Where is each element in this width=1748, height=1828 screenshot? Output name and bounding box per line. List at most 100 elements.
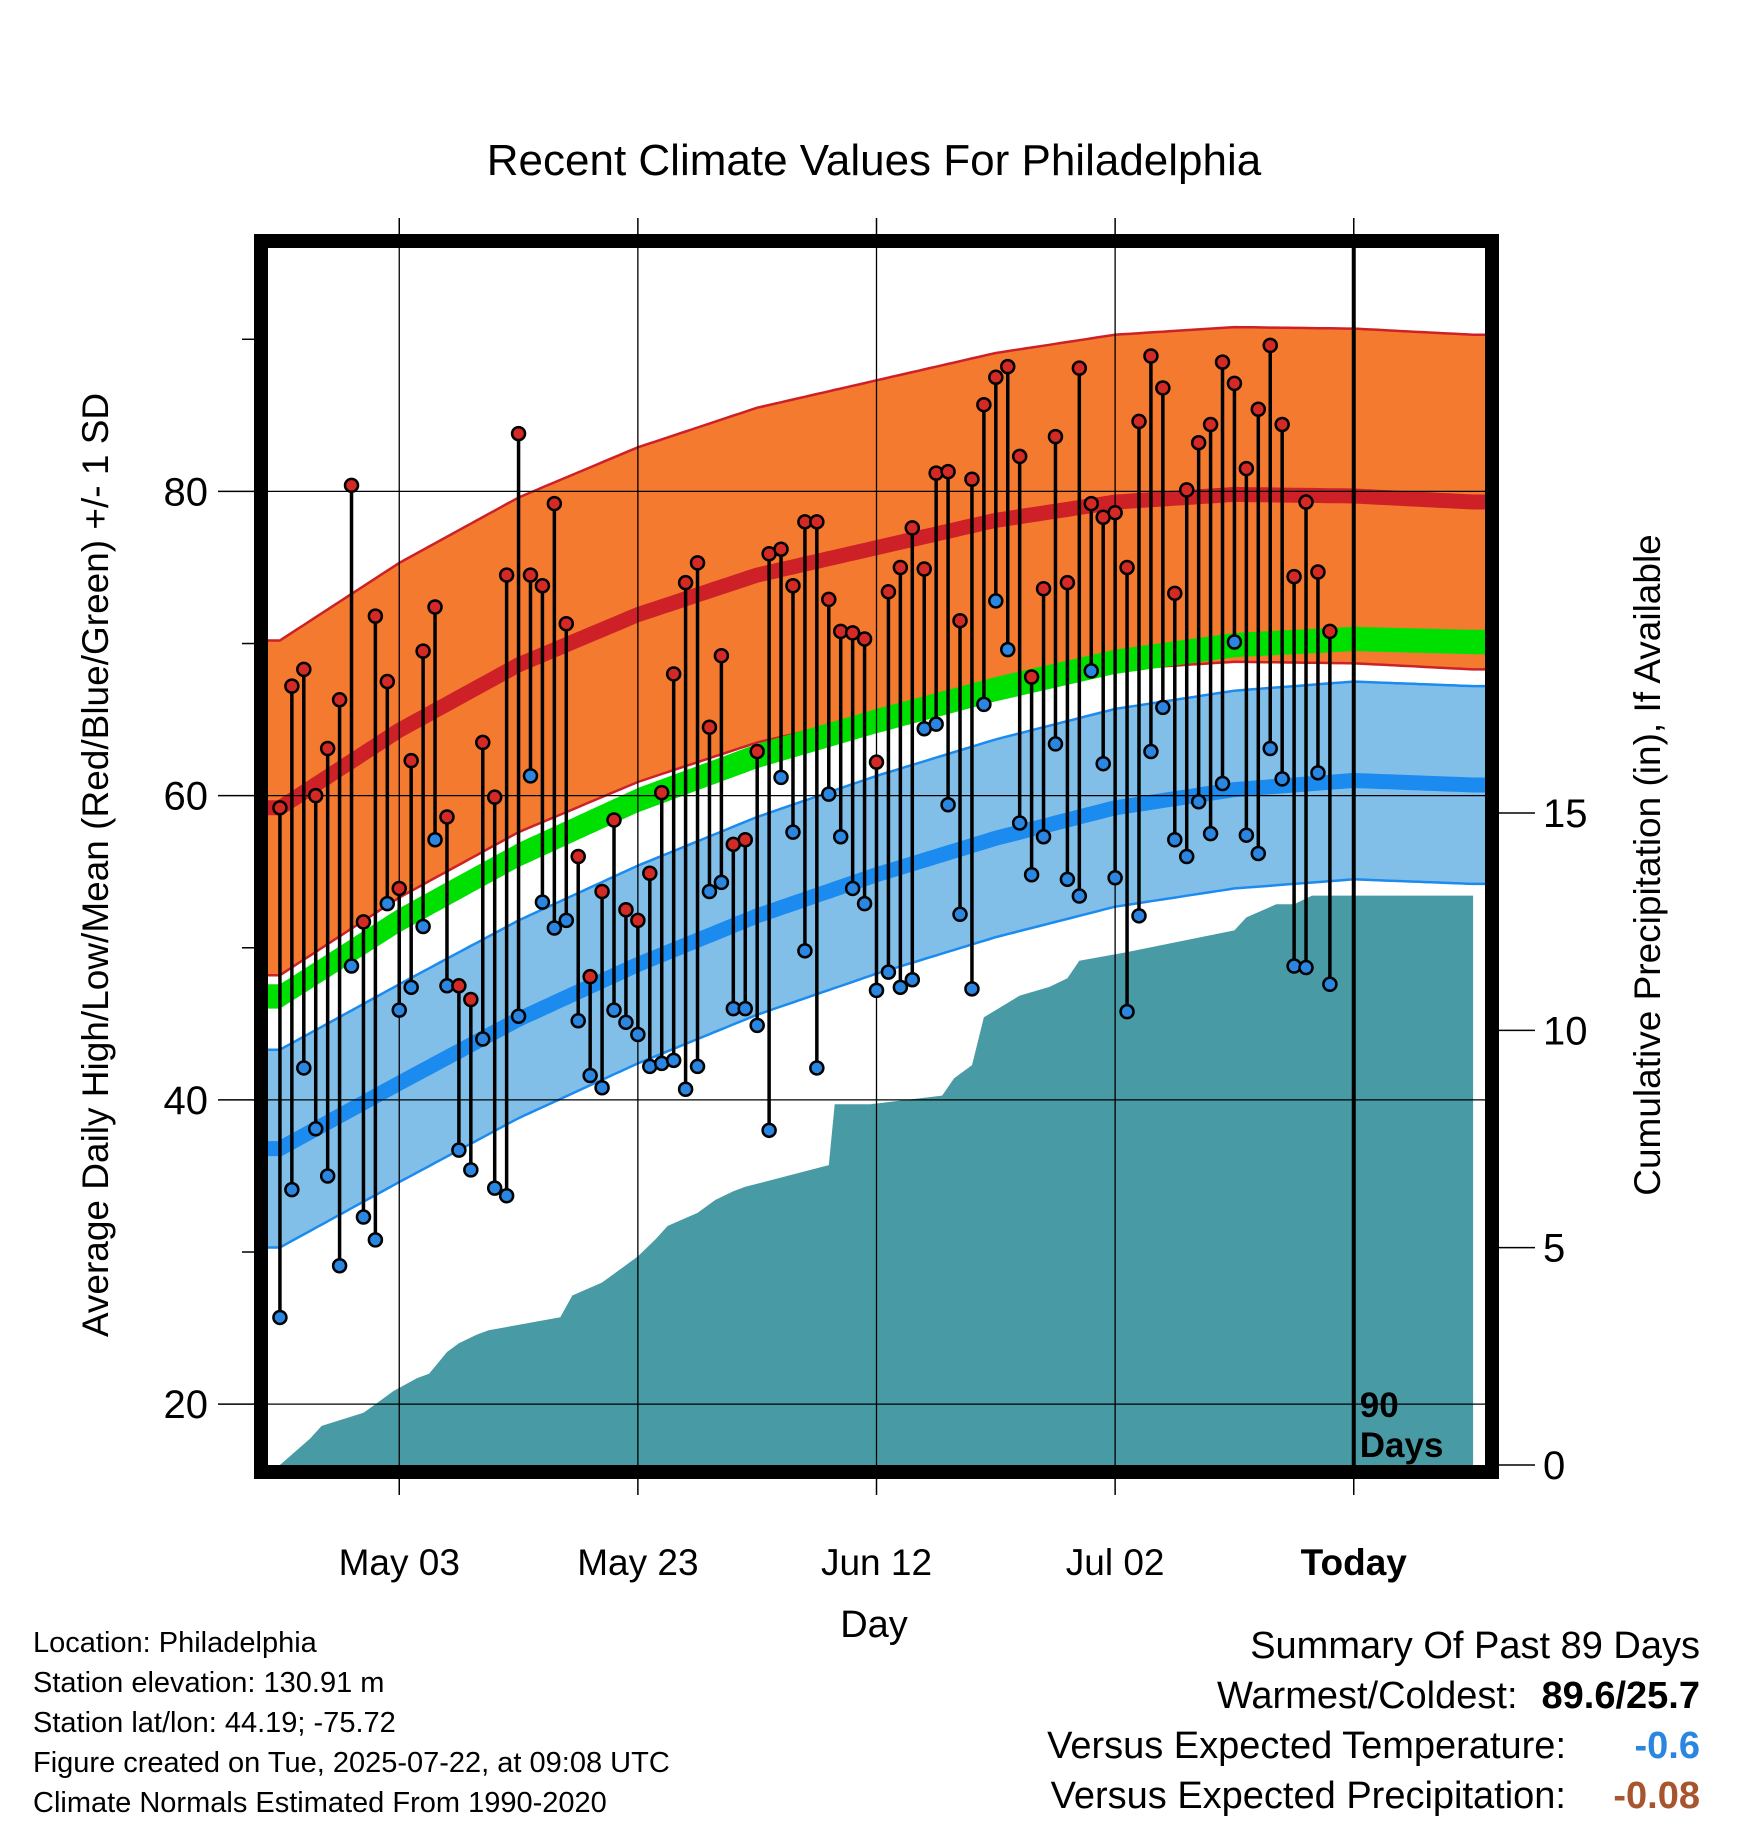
daily-high-point (1011, 448, 1028, 465)
daily-low-point (534, 894, 551, 910)
daily-low-point (1322, 976, 1338, 993)
daily-low-point (1071, 888, 1088, 904)
daily-low-point (1310, 765, 1326, 781)
today-marker-label-days-word: Days (1360, 1426, 1444, 1465)
daily-high-point (1262, 337, 1278, 354)
daily-low-point (486, 1180, 503, 1196)
daily-high-point (1167, 585, 1183, 602)
footer-location: Location: Philadelphia (33, 1627, 317, 1659)
daily-low-point (1011, 815, 1028, 831)
today-marker-label-days-count: 90 (1360, 1386, 1399, 1425)
daily-low-point (1167, 832, 1183, 848)
daily-high-point (1298, 494, 1314, 510)
daily-high-point (809, 514, 825, 530)
y-tick-label: 20 (164, 1383, 209, 1427)
daily-high-point (677, 574, 694, 591)
daily-high-point (510, 425, 527, 442)
daily-low-point (475, 1031, 491, 1047)
daily-low-point (522, 768, 539, 784)
daily-high-point (1059, 574, 1076, 591)
daily-high-point (1107, 504, 1123, 521)
daily-high-point (880, 584, 897, 600)
daily-low-point (952, 906, 968, 923)
daily-high-point (916, 561, 932, 577)
daily-high-point (1178, 482, 1195, 498)
x-tick-label: May 23 (577, 1542, 698, 1583)
daily-low-point (1190, 793, 1207, 810)
daily-high-point (868, 754, 885, 770)
daily-low-point (892, 979, 909, 996)
daily-low-point (1250, 845, 1267, 862)
y2-tick-label: 0 (1543, 1444, 1565, 1488)
summary-warm-cold: Warmest/Coldest: 89.6/25.7 (1217, 1675, 1700, 1718)
daily-low-point (570, 1013, 586, 1029)
daily-low-point (1107, 870, 1123, 886)
summary-temp-value: -0.6 (1634, 1725, 1700, 1767)
daily-low-point (367, 1232, 384, 1248)
footer-latlon: Station lat/lon: 44.19; -75.72 (33, 1707, 396, 1739)
daily-high-point (475, 734, 491, 751)
daily-low-point (558, 912, 575, 929)
daily-high-point (606, 812, 622, 828)
daily-low-point (677, 1081, 694, 1098)
summary-warm-cold-label: Warmest/Coldest: (1216, 1675, 1518, 1717)
daily-low-point (594, 1079, 610, 1096)
daily-high-point (331, 692, 348, 708)
y2-tick-label: 10 (1543, 1009, 1588, 1053)
daily-high-point (272, 800, 288, 816)
daily-low-point (964, 981, 980, 997)
daily-high-point (1071, 360, 1088, 376)
daily-high-point (1047, 428, 1064, 445)
daily-high-point (1023, 669, 1040, 685)
daily-high-point (856, 631, 873, 647)
daily-high-point (570, 848, 586, 865)
daily-high-point (355, 914, 372, 930)
daily-low-point (1178, 848, 1195, 865)
daily-low-point (1083, 663, 1100, 679)
daily-high-point (594, 883, 610, 900)
daily-low-point (856, 895, 873, 912)
daily-high-point (1274, 416, 1290, 433)
daily-high-point (952, 612, 968, 629)
daily-high-point (1202, 416, 1219, 433)
daily-low-point (343, 958, 360, 974)
daily-low-point (988, 593, 1004, 609)
daily-high-point (1155, 380, 1171, 396)
daily-low-point (821, 786, 837, 802)
daily-high-point (391, 880, 407, 897)
chart-title: Recent Climate Values For Philadelphia (487, 136, 1262, 185)
daily-high-point (713, 647, 730, 664)
daily-low-point (451, 1142, 467, 1158)
daily-low-point (1119, 1003, 1135, 1020)
daily-high-point (451, 978, 467, 994)
daily-low-point (284, 1181, 300, 1198)
daily-low-point (1131, 908, 1147, 924)
x-axis-label: Day (840, 1604, 908, 1646)
daily-high-point (1035, 581, 1052, 597)
daily-low-point (701, 883, 718, 900)
daily-low-point (737, 1000, 754, 1017)
daily-low-point (1059, 871, 1076, 888)
daily-high-point (904, 520, 921, 536)
daily-high-point (964, 471, 980, 487)
daily-high-point (630, 912, 646, 929)
daily-low-point (463, 1162, 479, 1178)
y-axis-label: Average Daily High/Low/Mean (Red/Blue/Gr… (75, 393, 116, 1337)
daily-high-point (1083, 495, 1100, 512)
daily-low-point (1202, 825, 1219, 842)
summary-warm-cold-value: 89.6/25.7 (1541, 1675, 1700, 1717)
footer-created: Figure created on Tue, 2025-07-22, at 09… (33, 1747, 670, 1779)
daily-low-point (498, 1187, 515, 1204)
daily-high-point (546, 495, 563, 512)
daily-high-point (821, 591, 837, 608)
daily-high-point (737, 832, 754, 848)
daily-low-point (391, 1002, 407, 1018)
y2-axis-label: Cumulative Precipitation (in), If Availa… (1627, 534, 1668, 1196)
daily-high-point (749, 743, 765, 760)
daily-low-point (665, 1052, 682, 1069)
daily-high-point (1310, 564, 1326, 580)
daily-low-point (976, 696, 992, 713)
daily-high-point (296, 661, 312, 678)
